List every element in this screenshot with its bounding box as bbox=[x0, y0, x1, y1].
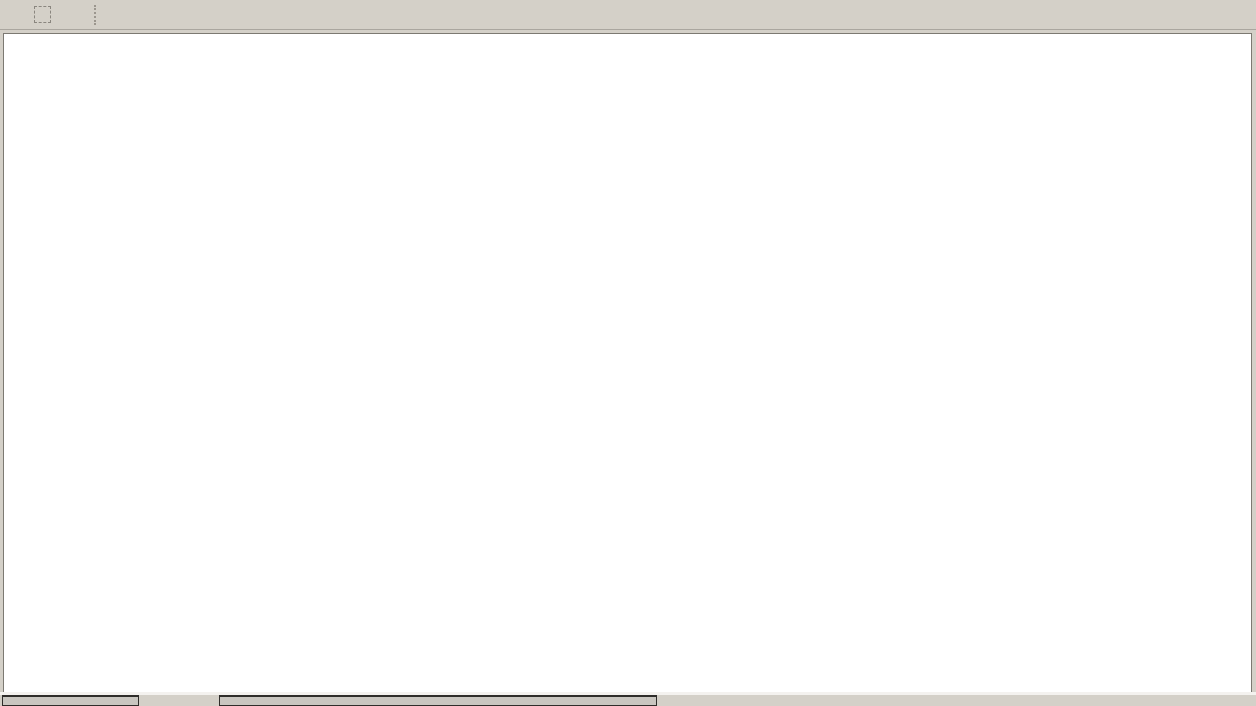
window-bottom-margin bbox=[0, 692, 1256, 695]
background-window-fragment[interactable] bbox=[2, 695, 139, 706]
chart-window bbox=[3, 33, 1252, 693]
bottom-window-strip bbox=[0, 692, 1256, 706]
chart-symbol-title[interactable] bbox=[10, 37, 20, 49]
text-tool-icon bbox=[33, 6, 51, 23]
background-window-fragment[interactable] bbox=[219, 695, 657, 706]
text-label-tool-button[interactable] bbox=[29, 3, 55, 27]
toolbar bbox=[0, 0, 1256, 30]
toolbar-separator bbox=[94, 4, 103, 25]
